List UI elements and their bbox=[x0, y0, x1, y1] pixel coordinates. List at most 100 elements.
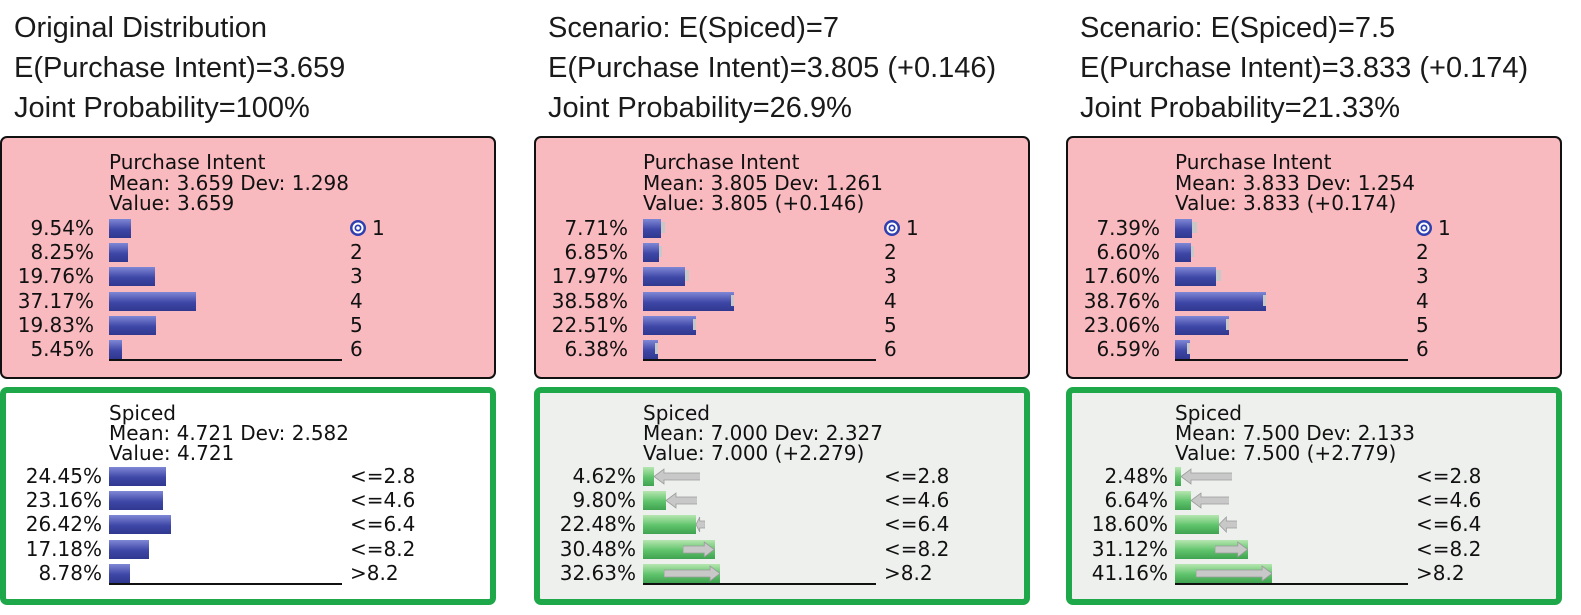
node-value: Value: 3.833 (+0.174) bbox=[1175, 191, 1397, 215]
state-label: 1 bbox=[1438, 216, 1451, 240]
probability-bar bbox=[1175, 467, 1181, 486]
purchase-intent-node[interactable]: Purchase Intent Mean: 3.833 Dev: 1.254 Val… bbox=[1066, 136, 1562, 379]
state-row[interactable]: 30.48% <=8.2 bbox=[540, 539, 1024, 559]
state-row[interactable]: 6.64% <=4.6 bbox=[1072, 490, 1556, 511]
state-probability: 6.38% bbox=[564, 337, 628, 361]
probability-bar bbox=[643, 515, 696, 535]
state-label: 6 bbox=[350, 337, 363, 361]
state-label: 4 bbox=[884, 288, 897, 313]
state-row[interactable]: 19.76% 3 bbox=[2, 266, 486, 287]
probability-bar bbox=[1175, 291, 1267, 311]
state-row[interactable]: 6.60% 2 bbox=[1068, 240, 1552, 265]
state-row[interactable]: 41.16% >8.2 bbox=[1072, 563, 1556, 583]
purchase-intent-node[interactable]: Purchase Intent Mean: 3.805 Dev: 1.261 Val… bbox=[534, 136, 1030, 379]
state-row[interactable]: 7.39% 1 bbox=[1068, 218, 1552, 238]
panel-title: Original Distribution bbox=[14, 12, 268, 44]
node-value: Value: 3.805 (+0.146) bbox=[643, 191, 865, 215]
state-probability: 2.48% bbox=[1104, 464, 1168, 488]
node-stats: Mean: 3.833 Dev: 1.254 bbox=[1175, 171, 1415, 195]
state-row[interactable]: 8.25% 2 bbox=[2, 240, 486, 265]
spiced-node[interactable]: Spiced Mean: 7.500 Dev: 2.133 Value: 7.500… bbox=[1066, 387, 1562, 605]
spiced-node[interactable]: Spiced Mean: 4.721 Dev: 2.582 Value: 4.721… bbox=[0, 387, 496, 605]
state-row[interactable]: 8.78% >8.2 bbox=[6, 563, 490, 583]
spiced-node[interactable]: Spiced Mean: 7.000 Dev: 2.327 Value: 7.000… bbox=[534, 387, 1030, 605]
probability-bar bbox=[643, 219, 662, 238]
state-row[interactable]: 32.63% >8.2 bbox=[540, 563, 1024, 583]
state-label: 4 bbox=[1416, 288, 1429, 313]
probability-bar bbox=[1175, 491, 1191, 511]
node-title: Spiced bbox=[109, 401, 176, 425]
state-row[interactable]: 31.12% <=8.2 bbox=[1072, 539, 1556, 559]
probability-bar bbox=[109, 515, 172, 535]
state-row[interactable]: 2.48% <=2.8 bbox=[1072, 466, 1556, 486]
purchase-intent-node[interactable]: Purchase Intent Mean: 3.659 Dev: 1.298 Val… bbox=[0, 136, 496, 379]
target-icon[interactable] bbox=[349, 219, 367, 237]
baseline-marker bbox=[654, 343, 658, 354]
change-arrow-icon bbox=[1218, 516, 1238, 534]
state-row[interactable]: 7.71% 1 bbox=[536, 218, 1020, 238]
state-row[interactable]: 18.60% <=6.4 bbox=[1072, 512, 1556, 537]
state-row[interactable]: 17.18% <=8.2 bbox=[6, 539, 490, 559]
state-probability: 37.17% bbox=[17, 288, 94, 313]
state-row[interactable]: 22.51% 5 bbox=[536, 315, 1020, 335]
state-row[interactable]: 23.06% 5 bbox=[1068, 315, 1552, 335]
state-row[interactable]: 6.59% 6 bbox=[1068, 339, 1552, 359]
state-row[interactable]: 5.45% 6 bbox=[2, 339, 486, 359]
change-arrow-icon bbox=[1180, 468, 1233, 485]
baseline-marker bbox=[692, 318, 696, 330]
target-icon[interactable] bbox=[1415, 219, 1433, 237]
state-label: 6 bbox=[1416, 337, 1429, 361]
state-row[interactable]: 38.76% 4 bbox=[1068, 291, 1552, 311]
state-probability: 9.54% bbox=[30, 216, 94, 240]
state-label: 2 bbox=[350, 240, 363, 265]
state-probability: 22.51% bbox=[551, 312, 628, 337]
state-label: 1 bbox=[906, 216, 919, 240]
change-arrow-icon bbox=[663, 564, 720, 582]
node-value: Value: 3.659 bbox=[109, 191, 235, 215]
probability-bar bbox=[1175, 340, 1191, 359]
axis-line bbox=[643, 583, 876, 585]
state-row[interactable]: 23.16% <=4.6 bbox=[6, 488, 490, 513]
state-row[interactable]: 4.62% <=2.8 bbox=[540, 466, 1024, 486]
baseline-marker bbox=[659, 246, 663, 258]
panel-2: Scenario: E(Spiced)=7 E(Purchase Intent)=… bbox=[534, 0, 1034, 615]
state-probability: 23.06% bbox=[1083, 312, 1160, 337]
probability-bar bbox=[1175, 267, 1217, 287]
target-icon[interactable] bbox=[883, 219, 901, 237]
baseline-marker bbox=[1216, 270, 1222, 282]
state-probability: 23.16% bbox=[25, 488, 102, 513]
node-title: Purchase Intent bbox=[643, 150, 800, 174]
baseline-marker bbox=[1192, 222, 1198, 233]
panel-title: Scenario: E(Spiced)=7 bbox=[548, 12, 839, 44]
state-row[interactable]: 19.83% 5 bbox=[2, 315, 486, 335]
state-row[interactable]: 9.54% 1 bbox=[2, 218, 486, 238]
probability-bar bbox=[643, 267, 686, 287]
probability-bar bbox=[109, 267, 156, 287]
state-label: <=4.6 bbox=[884, 488, 950, 513]
baseline-marker bbox=[1263, 294, 1267, 306]
state-row[interactable]: 38.58% 4 bbox=[536, 291, 1020, 311]
probability-bar bbox=[1175, 515, 1219, 535]
change-arrow-icon bbox=[683, 540, 715, 558]
state-row[interactable]: 37.17% 4 bbox=[2, 291, 486, 311]
probability-bar bbox=[1175, 539, 1249, 559]
state-row[interactable]: 6.85% 2 bbox=[536, 242, 1020, 263]
state-row[interactable]: 22.48% <=6.4 bbox=[540, 514, 1024, 535]
axis-line bbox=[643, 359, 876, 362]
state-row[interactable]: 26.42% <=6.4 bbox=[6, 514, 490, 535]
state-row[interactable]: 9.80% <=4.6 bbox=[540, 488, 1024, 513]
baseline-marker bbox=[1187, 343, 1191, 354]
state-row[interactable]: 17.60% 3 bbox=[1068, 266, 1552, 287]
state-label: 5 bbox=[350, 312, 363, 337]
state-probability: 6.60% bbox=[1096, 240, 1160, 265]
change-arrow-icon bbox=[666, 492, 698, 509]
axis-line bbox=[1175, 359, 1408, 362]
change-arrow-icon bbox=[653, 468, 701, 485]
state-label: 4 bbox=[350, 288, 363, 313]
state-probability: 9.80% bbox=[572, 488, 636, 513]
state-row[interactable]: 6.38% 6 bbox=[536, 339, 1020, 359]
state-label: 1 bbox=[372, 216, 385, 240]
state-row[interactable]: 24.45% <=2.8 bbox=[6, 466, 490, 486]
state-row[interactable]: 17.97% 3 bbox=[536, 266, 1020, 287]
state-probability: 18.60% bbox=[1091, 512, 1168, 537]
